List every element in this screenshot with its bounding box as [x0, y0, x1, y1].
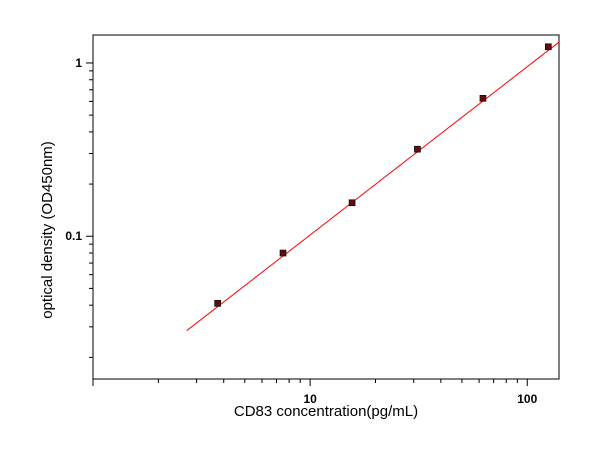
- data-points-layer: [214, 43, 552, 307]
- plot-border: [92, 34, 560, 380]
- y-tick-label: 0.1: [65, 229, 82, 243]
- data-point: [414, 145, 421, 153]
- y-axis-label: optical density (OD450nm): [39, 141, 56, 319]
- data-point: [545, 43, 552, 51]
- data-point: [479, 95, 487, 102]
- y-axis-ticks: 0.11: [65, 56, 93, 358]
- x-axis-label: CD83 concentration(pg/mL): [234, 403, 418, 420]
- data-point: [279, 249, 287, 257]
- fit-line-layer: [186, 41, 560, 332]
- data-point: [348, 199, 356, 207]
- x-tick-label: 10: [303, 392, 317, 406]
- plot-frame: [92, 34, 560, 380]
- data-point: [214, 300, 221, 307]
- x-tick-label: 100: [517, 392, 537, 406]
- x-axis-ticks: 10 100: [92, 379, 538, 406]
- fit-line: [186, 41, 560, 332]
- y-tick-label: 1: [75, 56, 82, 70]
